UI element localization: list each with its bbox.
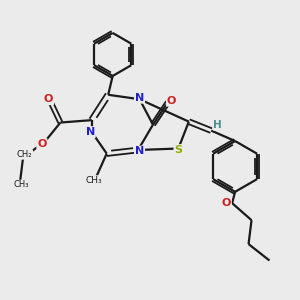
Text: S: S: [174, 145, 182, 155]
Text: CH₂: CH₂: [17, 150, 32, 159]
Text: O: O: [37, 139, 46, 149]
Text: N: N: [86, 127, 95, 137]
Text: O: O: [221, 198, 231, 208]
Text: H: H: [213, 120, 222, 130]
Text: O: O: [44, 94, 53, 104]
Text: O: O: [167, 96, 176, 106]
Text: N: N: [135, 93, 144, 103]
Text: CH₃: CH₃: [14, 180, 29, 189]
Text: CH₃: CH₃: [85, 176, 102, 185]
Text: N: N: [135, 146, 144, 157]
